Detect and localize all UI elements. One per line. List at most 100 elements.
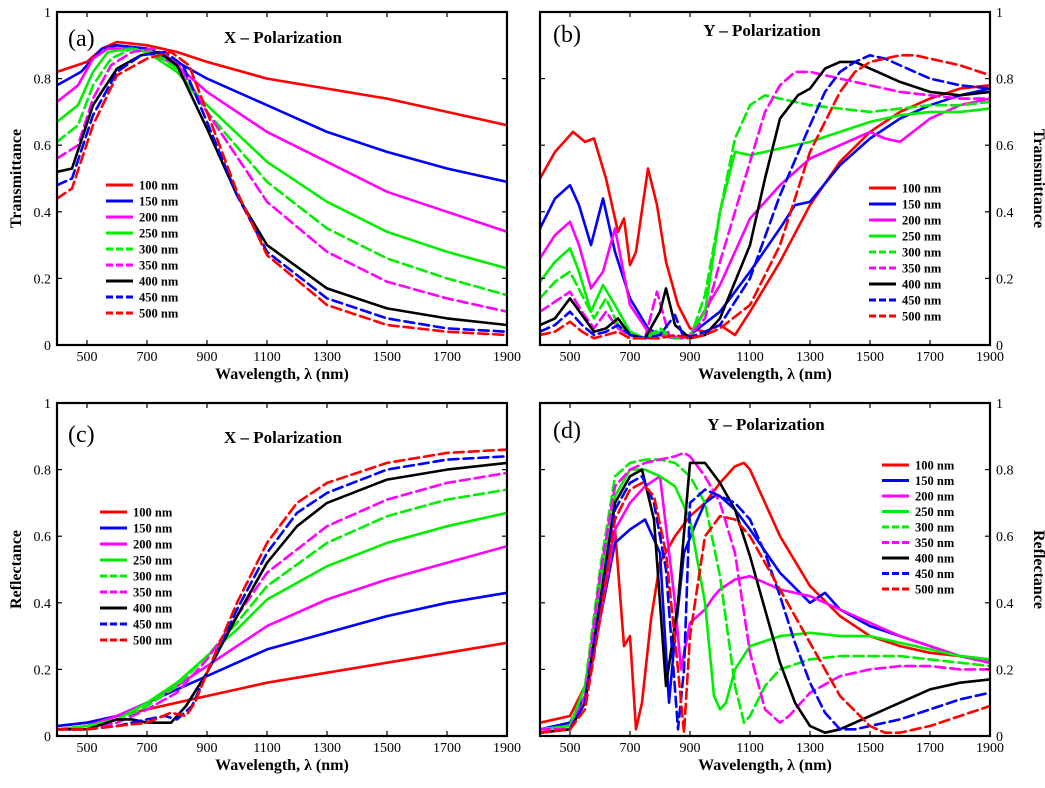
axes-frame [55,401,509,738]
y-tick-label: 1 [44,6,51,21]
legend-label: 200 nm [133,538,173,552]
legend-label: 500 nm [915,583,955,597]
x-axis-label: Wavelength, λ (nm) [215,366,349,383]
x-axis-label: Wavelength, λ (nm) [698,757,832,774]
x-tick-label: 1300 [313,350,341,365]
y-axis-label: Reflectance [1030,530,1045,609]
y-tick-label: 0.4 [34,597,52,612]
x-tick-label: 1900 [493,741,521,756]
x-tick-label: 900 [197,741,218,756]
legend-label: 150 nm [915,474,955,488]
y-tick-label: 0 [996,730,1003,745]
panel-label: (a) [68,26,95,52]
legend-label: 450 nm [139,291,179,305]
series-line-300-nm [540,94,990,340]
panel-c: 500 700 900 1100 1300 1500 1700 1900 0 0.2 0.4 0.6 0… [8,397,521,774]
y-tick-label: 0.2 [996,272,1014,287]
legend-label: 400 nm [133,602,173,616]
y-axis-label: Transmittance [8,129,25,228]
x-tick-label: 1500 [373,741,401,756]
x-tick-label: 700 [620,350,641,365]
series-line-450-nm [57,50,507,333]
series-line-250-nm [57,47,507,270]
panel-a: 500 700 900 1100 1300 1500 1700 1900 0 0.2 0.4 0.6 0… [8,6,521,383]
legend-label: 300 nm [133,570,173,584]
series-group [57,40,507,337]
x-tick-label: 1700 [433,741,461,756]
y-tick-label: 0.8 [996,464,1014,479]
y-tick-label: 0.2 [996,663,1014,678]
y-tick-label: 1 [996,397,1003,412]
x-tick-label: 1300 [796,741,824,756]
panel-label: (c) [68,422,95,448]
legend-label: 250 nm [139,227,179,241]
legend: 100 nm 150 nm 200 nm 250 nm 300 nm 350 nm 400 … [106,179,179,321]
y-axis-label: Reflectance [8,530,25,609]
x-tick-label: 1700 [916,350,944,365]
legend-label: 300 nm [915,521,955,535]
legend-label: 350 nm [902,262,942,276]
y-tick-label: 0.8 [34,464,52,479]
legend-label: 400 nm [902,278,942,292]
panel-title: Y – Polarization [703,21,821,40]
x-tick-label: 900 [197,350,218,365]
x-tick-label: 1700 [916,741,944,756]
x-tick-label: 1300 [313,741,341,756]
legend-label: 500 nm [133,634,173,648]
x-tick-label: 900 [680,350,701,365]
series-line-200-nm [540,475,990,731]
legend-label: 150 nm [133,522,173,536]
axes-frame [55,10,509,347]
x-tick-label: 1100 [736,350,763,365]
series-group [57,448,507,731]
y-tick-label: 0.2 [34,272,52,287]
x-tick-label: 1100 [253,741,280,756]
x-tick-label: 900 [680,741,701,756]
legend-label: 250 nm [902,230,942,244]
series-line-350-nm [57,47,507,313]
y-tick-label: 0.8 [34,73,52,88]
legend-label: 450 nm [915,567,955,581]
legend-label: 100 nm [139,179,179,193]
x-tick-label: 1500 [856,741,884,756]
y-tick-label: 0.4 [996,597,1014,612]
legend-label: 450 nm [902,294,942,308]
panel-label: (d) [553,418,581,444]
axes-frame [538,401,992,738]
x-tick-label: 1500 [856,350,884,365]
x-tick-label: 500 [77,350,98,365]
y-tick-label: 0 [44,730,51,745]
legend-label: 100 nm [915,459,955,473]
legend-label: 500 nm [139,307,179,321]
x-tick-label: 1500 [373,350,401,365]
legend-label: 300 nm [139,243,179,257]
series-line-300-nm [57,47,507,297]
series-line-500-nm [57,50,507,337]
series-line-350-nm [540,70,990,340]
y-tick-label: 0.4 [996,206,1014,221]
legend-label: 200 nm [902,214,942,228]
y-tick-label: 0 [44,339,51,354]
x-tick-label: 1900 [976,741,1004,756]
x-tick-label: 1100 [253,350,280,365]
series-line-400-nm [540,60,990,340]
legend-label: 400 nm [139,275,179,289]
series-line-500-nm [540,481,990,734]
series-line-500-nm [57,448,507,731]
series-line-100-nm [540,84,990,337]
x-tick-label: 1900 [493,350,521,365]
legend-label: 450 nm [133,618,173,632]
legend-label: 350 nm [915,536,955,550]
series-line-200-nm [57,544,507,731]
x-tick-label: 1100 [736,741,763,756]
x-tick-label: 700 [137,741,158,756]
panel-title: X – Polarization [224,28,343,47]
x-tick-label: 1300 [796,350,824,365]
legend-label: 200 nm [139,211,179,225]
legend-label: 250 nm [133,554,173,568]
axes-frame [538,10,992,347]
series-line-350-nm [540,451,990,731]
x-tick-label: 700 [137,350,158,365]
y-tick-label: 0.4 [34,206,52,221]
